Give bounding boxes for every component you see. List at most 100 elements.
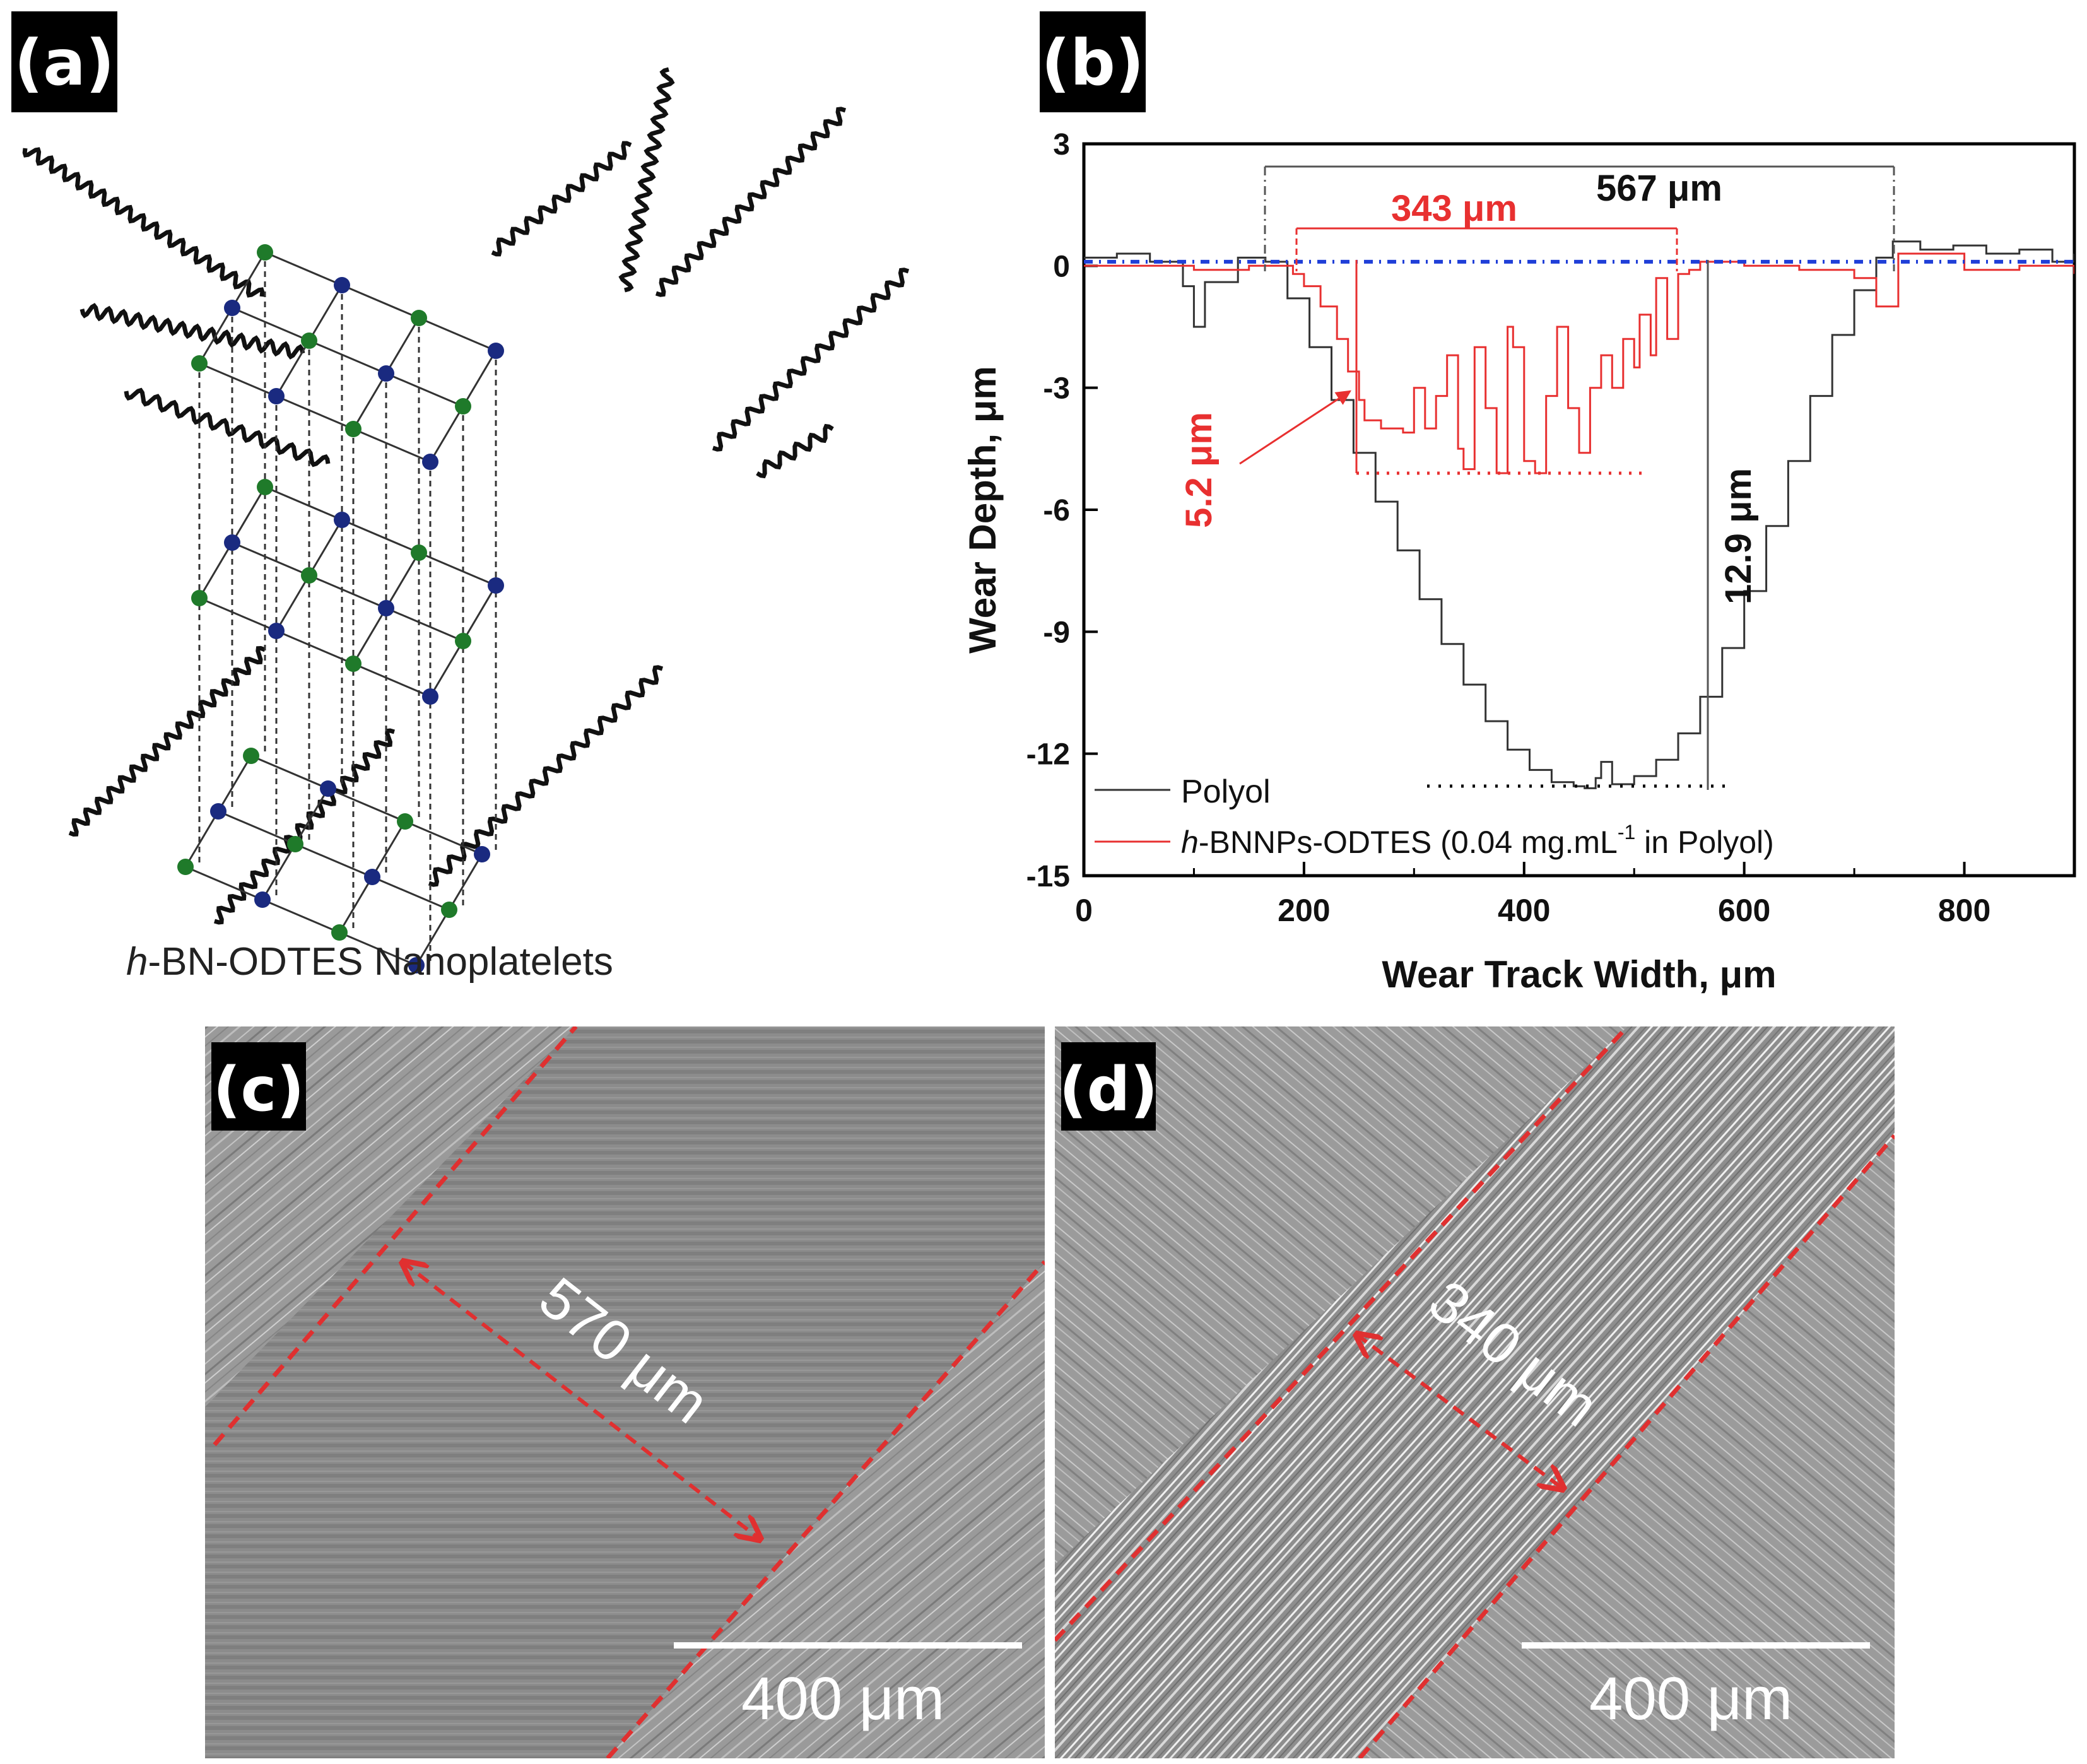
nitrogen-atom: [441, 902, 457, 918]
lattice-layer: [191, 244, 504, 470]
panel-b-label-box: [1040, 11, 1146, 112]
boron-atom: [422, 454, 438, 470]
nitrogen-atom: [411, 544, 427, 561]
boron-atom: [334, 277, 350, 293]
nitrogen-atom: [331, 924, 348, 941]
hbn-width-label: 343 μm: [1391, 188, 1517, 229]
x-axis-label: Wear Track Width, μm: [1382, 953, 1776, 996]
track-edge-c-right: [606, 1260, 1045, 1758]
y-tick-label: -15: [1026, 860, 1070, 893]
nitrogen-atom: [191, 355, 208, 372]
nitrogen-atom: [345, 421, 362, 437]
boron-atom: [224, 300, 240, 316]
odtes-chain: [712, 268, 910, 452]
legend: Polyol h-BNNPs-ODTES (0.04 mg.mL-1 in Po…: [1095, 773, 1774, 860]
polyol-depth-label: 12.9 μm: [1718, 468, 1759, 604]
odtes-chain: [428, 665, 664, 887]
plot-annotations: [1239, 165, 1895, 790]
panel-c-label-box: [211, 1042, 306, 1131]
boron-atom: [422, 688, 438, 705]
boron-atom: [268, 623, 285, 639]
x-tick-label: 400: [1498, 893, 1550, 928]
boron-atom: [378, 600, 394, 616]
hbn-depth-label: 5.2 μm: [1179, 412, 1220, 528]
nitrogen-atom: [243, 748, 259, 764]
nitrogen-atom: [301, 332, 317, 349]
panel-d-label: (d): [1059, 1054, 1158, 1125]
y-tick-label: 0: [1053, 250, 1070, 283]
boron-atom: [378, 365, 394, 382]
x-tick-label: 0: [1075, 893, 1093, 928]
track-edge-d-right: [1358, 1134, 1895, 1758]
boron-atom: [268, 388, 285, 404]
hbn-lattice: [177, 244, 504, 973]
scale-label-d: 400 μm: [1589, 1665, 1792, 1732]
width-arrow-c: [403, 1262, 760, 1539]
plot-series: [1084, 240, 2074, 789]
nitrogen-atom: [191, 590, 208, 606]
panel-a-caption: h-BN-ODTES Nanoplatelets: [126, 940, 613, 984]
y-axis-label: Wear Depth, μm: [961, 366, 1004, 654]
y-tick-label: -12: [1026, 738, 1070, 772]
boron-atom: [210, 803, 226, 820]
boron-atom: [474, 846, 490, 862]
scale-label-c: 400 μm: [741, 1665, 944, 1732]
panel-b: (b) 0 200 400 600 800 3 0 -3 -6 -9 -12 -15 567 μm 3…: [961, 11, 2076, 996]
odtes-chain: [756, 423, 834, 479]
panel-a-label: (a): [15, 26, 115, 100]
panel-c: 570 μm 400 μm (c): [205, 1026, 1045, 1758]
polyol-width-label: 567 μm: [1596, 168, 1722, 209]
panel-a-label-box: [11, 11, 117, 112]
nitrogen-atom: [397, 813, 413, 830]
boron-atom: [488, 577, 504, 594]
y-tick-label: -9: [1043, 616, 1070, 649]
boron-atom: [320, 780, 336, 797]
panel-a: (a) h-BN-ODTES Nanoplatelets: [11, 11, 910, 984]
panel-d: 340 μm 400 μm (d): [1055, 1026, 1895, 1758]
odtes-chain: [22, 147, 265, 298]
legend-label-hbn: h-BNNPs-ODTES (0.04 mg.mL-1 in Polyol): [1181, 821, 1774, 860]
alkyl-chains: [22, 67, 910, 925]
series-line-0: [1084, 240, 2074, 789]
boron-atom: [334, 512, 350, 528]
odtes-chain: [124, 387, 331, 467]
x-tick-label: 800: [1938, 893, 1990, 928]
nitrogen-atom: [177, 859, 194, 875]
nitrogen-atom: [301, 567, 317, 584]
odtes-chain: [214, 728, 395, 925]
panel-c-label: (c): [213, 1054, 305, 1125]
nitrogen-atom: [257, 479, 273, 495]
y-tick-label: -6: [1043, 494, 1070, 527]
track-edge-d-left: [1055, 1026, 1630, 1642]
boron-atom: [488, 343, 504, 359]
plot-axes: 0 200 400 600 800 3 0 -3 -6 -9 -12 -15: [1026, 128, 2076, 928]
track-edge-c-left: [213, 1026, 578, 1447]
panel-b-label: (b): [1042, 26, 1144, 100]
odtes-chain: [655, 107, 847, 297]
y-tick-label: 3: [1053, 128, 1070, 162]
interlayer-connectors: [198, 261, 497, 965]
nitrogen-atom: [287, 836, 303, 852]
series-line-1: [1084, 252, 2074, 474]
lattice-layer: [177, 748, 490, 973]
x-tick-label: 200: [1278, 893, 1330, 928]
nitrogen-atom: [257, 244, 273, 261]
y-tick-label: -3: [1043, 372, 1070, 406]
panel-d-label-box: [1061, 1042, 1156, 1131]
lattice-layer: [191, 479, 504, 705]
legend-label-polyol: Polyol: [1181, 773, 1271, 810]
boron-atom: [224, 534, 240, 551]
odtes-chain: [68, 645, 266, 837]
width-arrow-d: [1356, 1334, 1563, 1489]
x-tick-label: 600: [1718, 893, 1770, 928]
nitrogen-atom: [411, 310, 427, 326]
nitrogen-atom: [455, 633, 471, 649]
boron-atom: [408, 957, 425, 973]
nitrogen-atom: [345, 656, 362, 672]
boron-atom: [254, 891, 271, 908]
odtes-chain: [491, 141, 632, 257]
odtes-chain: [79, 303, 305, 360]
odtes-chain: [618, 67, 675, 293]
nitrogen-atom: [455, 398, 471, 415]
